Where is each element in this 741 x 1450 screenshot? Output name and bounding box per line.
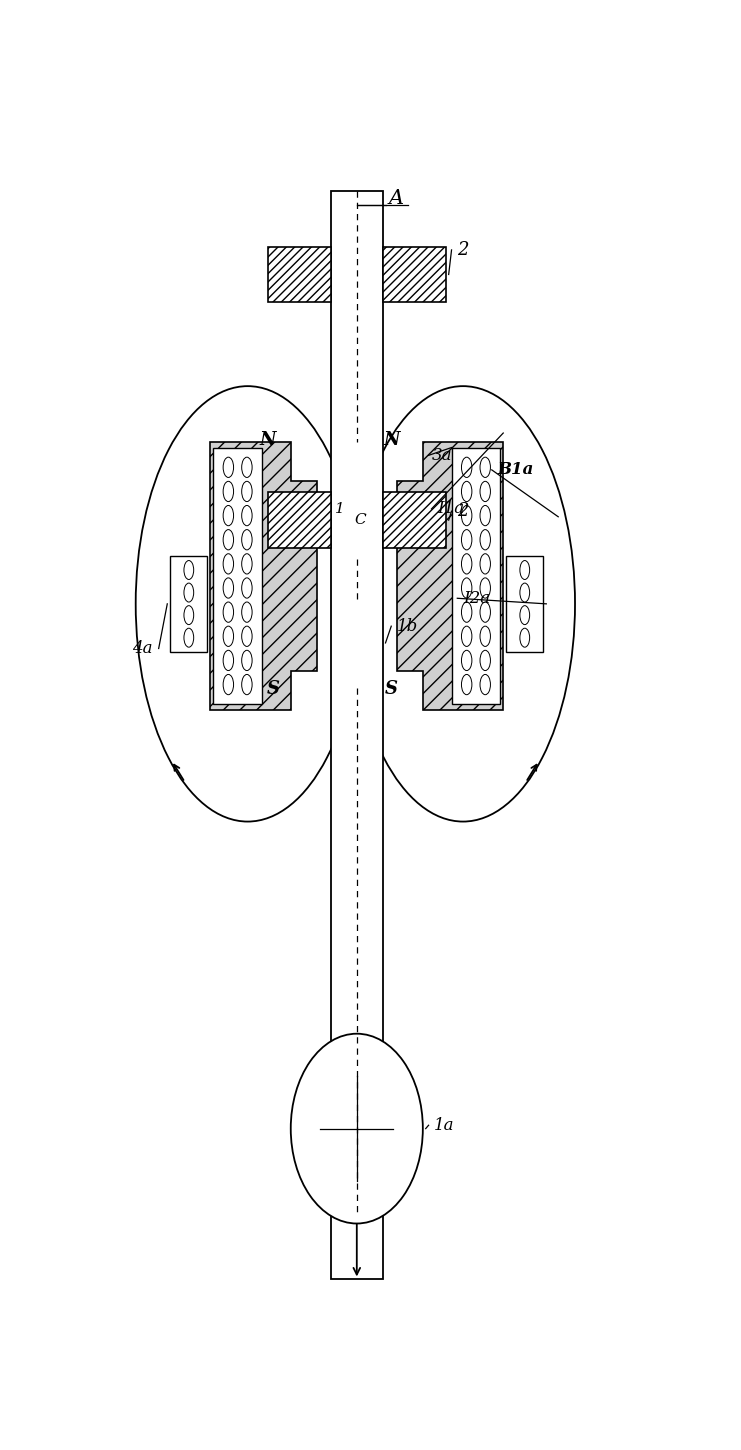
Bar bbox=[170, 555, 207, 652]
Polygon shape bbox=[397, 442, 503, 710]
Text: 2: 2 bbox=[457, 502, 469, 521]
Bar bbox=[506, 555, 543, 652]
Text: S: S bbox=[385, 680, 398, 697]
Text: B1a: B1a bbox=[497, 461, 534, 479]
Text: C: C bbox=[354, 513, 365, 528]
Text: A: A bbox=[388, 188, 404, 207]
Bar bbox=[268, 247, 331, 303]
Text: 1b: 1b bbox=[397, 618, 418, 635]
Text: 3a: 3a bbox=[431, 447, 452, 464]
Ellipse shape bbox=[290, 1034, 423, 1224]
Text: I2a: I2a bbox=[463, 590, 490, 606]
Text: N: N bbox=[259, 431, 276, 448]
Bar bbox=[382, 247, 446, 303]
Text: I1a: I1a bbox=[437, 500, 465, 518]
Text: 4a: 4a bbox=[133, 639, 153, 657]
Bar bbox=[213, 448, 262, 705]
Polygon shape bbox=[210, 442, 316, 710]
Bar bbox=[268, 492, 331, 548]
Text: 1: 1 bbox=[335, 502, 345, 516]
Text: 2: 2 bbox=[457, 241, 469, 260]
Text: 1a: 1a bbox=[434, 1116, 455, 1134]
Bar bbox=[451, 448, 500, 705]
Bar bbox=[331, 191, 382, 1279]
Text: S: S bbox=[267, 680, 280, 697]
Text: N: N bbox=[383, 431, 399, 448]
Bar bbox=[382, 492, 446, 548]
